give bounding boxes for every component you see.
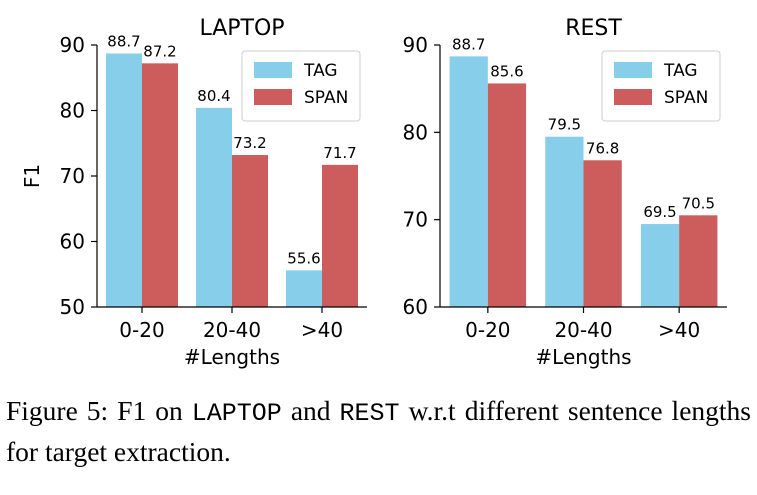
laptop-bar-span-2	[322, 164, 358, 307]
rest-legend-label-span: SPAN	[664, 88, 708, 108]
rest-value-label-tag-1: 79.5	[548, 116, 581, 134]
rest-legend	[601, 50, 721, 122]
rest-x-tick-label-0: 0-20	[465, 318, 510, 342]
laptop-bar-tag-0	[106, 53, 142, 307]
laptop-y-tick-label-3: 80	[60, 99, 85, 123]
rest-value-label-tag-2: 69.5	[643, 203, 676, 221]
rest-chart-title: REST	[565, 16, 622, 41]
laptop-legend	[241, 50, 361, 122]
rest-x-axis-label: #Lengths	[535, 345, 631, 369]
figure-caption: Figure 5: F1 on LAPTOP and REST w.r.t di…	[6, 392, 751, 471]
laptop-y-tick-label-4: 90	[60, 33, 85, 57]
rest-bar-span-1	[583, 160, 622, 307]
caption-suffix: w.r.t different sentence lengths for tar…	[6, 395, 751, 467]
laptop-x-axis-label: #Lengths	[184, 345, 280, 369]
rest-y-tick-label-2: 80	[403, 120, 428, 144]
laptop-chart-title: LAPTOP	[199, 16, 284, 41]
rest-value-label-span-2: 70.5	[682, 194, 715, 212]
rest-bar-tag-2	[640, 224, 680, 307]
laptop-x-tick-label-2: >40	[301, 318, 343, 342]
rest-legend-swatch-span	[614, 89, 652, 105]
laptop-value-label-span-2: 71.7	[323, 144, 356, 162]
laptop-y-axis-label: F1	[20, 164, 44, 188]
laptop-legend-label-span: SPAN	[304, 88, 348, 108]
rest-x-tick-label-2: >40	[658, 318, 700, 342]
laptop-bar-span-0	[142, 63, 178, 308]
rest-y-tick-label-1: 70	[403, 208, 428, 232]
laptop-value-label-tag-0: 88.7	[107, 33, 140, 51]
rest-value-label-span-0: 85.6	[490, 62, 523, 80]
rest-x-tick-label-1: 20-40	[554, 318, 612, 342]
laptop-legend-label-tag: TAG	[303, 61, 338, 81]
laptop-value-label-tag-2: 55.6	[287, 249, 320, 267]
laptop-x-tick-label-1: 20-40	[203, 318, 261, 342]
laptop-bar-tag-1	[196, 107, 232, 307]
caption-laptop: LAPTOP	[191, 399, 282, 428]
rest-bar-tag-1	[545, 136, 584, 307]
laptop-y-tick-label-2: 70	[60, 164, 85, 188]
laptop-value-label-span-1: 73.2	[233, 134, 266, 152]
laptop-legend-swatch-tag	[254, 62, 292, 78]
rest-y-tick-label-3: 90	[403, 33, 428, 57]
caption-rest: REST	[339, 399, 400, 428]
caption-prefix: Figure 5: F1 on	[6, 395, 192, 426]
laptop-x-tick-label-0: 0-20	[119, 318, 164, 342]
laptop-y-tick-label-0: 50	[60, 295, 85, 319]
laptop-value-label-span-0: 87.2	[143, 42, 176, 60]
rest-bar-span-0	[487, 83, 527, 307]
figure: 88.7 80.4 55.6 87.2 73.2 71.7 50 60 70 80 90 0-20 20…	[20, 16, 727, 369]
rest-bar-tag-0	[449, 56, 488, 307]
laptop-bar-span-1	[232, 155, 268, 307]
rest-value-label-tag-0: 88.7	[452, 35, 485, 53]
rest-value-label-span-1: 76.8	[586, 139, 619, 157]
laptop-legend-swatch-span	[254, 89, 292, 105]
rest-y-tick-label-0: 60	[403, 295, 428, 319]
laptop-value-label-tag-1: 80.4	[197, 87, 230, 105]
rest-bar-span-2	[679, 215, 718, 307]
caption-and: and	[281, 395, 340, 426]
rest-legend-swatch-tag	[614, 62, 652, 78]
laptop-y-tick-label-1: 60	[60, 230, 85, 254]
laptop-bar-tag-2	[286, 270, 322, 307]
rest-legend-label-tag: TAG	[663, 61, 698, 81]
